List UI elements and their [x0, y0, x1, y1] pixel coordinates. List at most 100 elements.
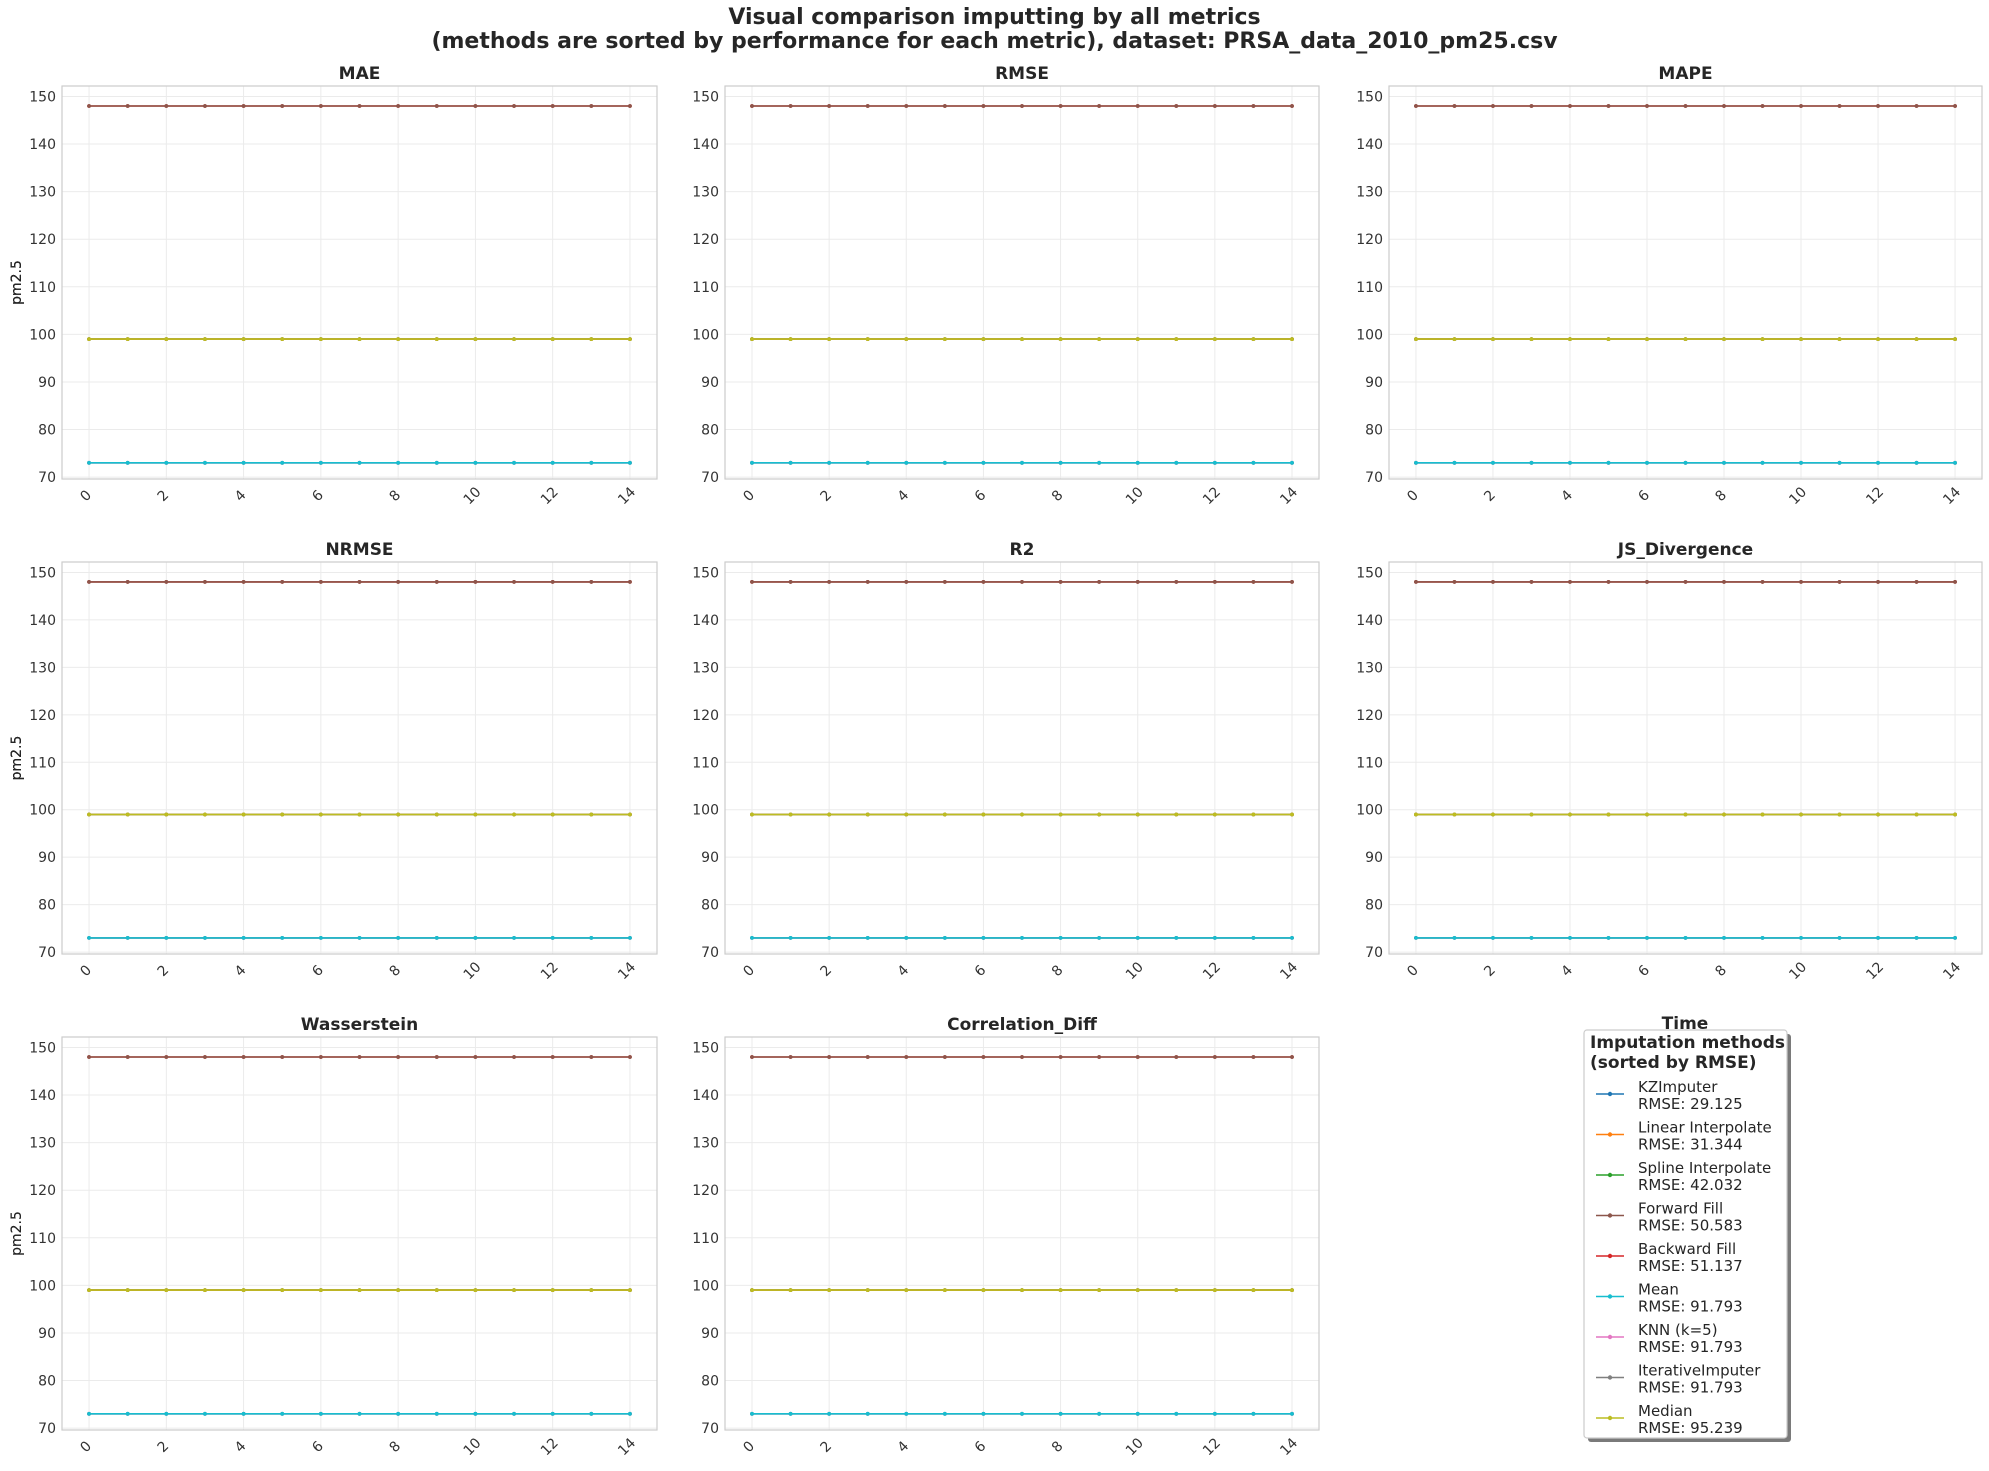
data-point [750, 460, 754, 465]
data-point [1606, 337, 1611, 342]
legend-swatch-marker [1607, 1294, 1613, 1299]
data-point [1414, 104, 1418, 108]
data-point [589, 1055, 594, 1059]
x-tick-label: 10 [1123, 959, 1147, 983]
data-point [512, 580, 516, 584]
y-tick-label: 130 [29, 660, 56, 676]
data-point [512, 812, 516, 817]
data-point [512, 1055, 516, 1059]
panel-title: MAPE [1658, 64, 1712, 84]
data-point [550, 460, 555, 465]
data-point [203, 104, 207, 108]
data-point [1097, 1288, 1102, 1293]
data-point [87, 337, 91, 342]
data-point [164, 1288, 169, 1293]
plot-frame [724, 1036, 1320, 1431]
plot-area [62, 1037, 657, 1430]
y-tick-label: 90 [38, 1326, 56, 1342]
plot-frame [61, 1036, 658, 1431]
data-point [1174, 1411, 1179, 1416]
data-point [125, 1055, 130, 1059]
x-tick-label: 0 [740, 487, 758, 505]
data-point [1251, 1055, 1256, 1059]
data-point [865, 935, 870, 940]
data-point [164, 935, 169, 940]
x-tick-label: 12 [538, 1435, 562, 1459]
y-tick-label: 70 [38, 945, 56, 961]
data-point [1058, 104, 1063, 108]
x-tick-label: 6 [309, 487, 327, 505]
y-tick-label: 130 [692, 1136, 719, 1152]
data-point [1645, 104, 1649, 108]
plot-area [62, 562, 657, 954]
data-point [1876, 460, 1880, 465]
data-point [203, 1055, 207, 1059]
y-tick-label: 120 [1356, 708, 1383, 724]
data-point [827, 1055, 832, 1059]
data-point [357, 460, 362, 465]
x-tick-label: 14 [615, 484, 639, 508]
y-axis-label: pm2.5 [9, 736, 25, 781]
data-point [1837, 460, 1842, 465]
data-point [865, 1411, 870, 1416]
data-point [164, 580, 169, 584]
data-point [396, 1055, 401, 1059]
data-point [1135, 337, 1140, 342]
y-tick-label: 100 [29, 327, 56, 343]
x-tick-label: 2 [1481, 962, 1499, 980]
data-point [1174, 460, 1179, 465]
data-point [318, 1055, 323, 1059]
data-point [904, 812, 909, 817]
plot-area [1389, 86, 1982, 479]
legend-swatch-marker [1607, 1334, 1613, 1340]
data-point [1491, 337, 1495, 342]
data-point [1799, 935, 1803, 940]
data-point [164, 1411, 169, 1416]
data-point [357, 104, 362, 108]
y-tick-label: 70 [701, 470, 719, 486]
data-point [1212, 1411, 1217, 1416]
legend-entry-name: Forward Fill [1638, 1200, 1723, 1218]
y-tick-label: 80 [701, 423, 719, 439]
data-point [1174, 104, 1179, 108]
data-point [396, 580, 401, 584]
x-tick-label: 12 [1200, 484, 1224, 508]
data-point [865, 1055, 870, 1059]
y-tick-label: 100 [29, 803, 56, 819]
x-tick-label: 6 [972, 962, 990, 980]
y-tick-label: 80 [701, 1374, 719, 1390]
data-point [1876, 580, 1880, 584]
x-tick-label: 4 [1558, 487, 1576, 505]
data-point [1953, 460, 1957, 465]
data-point [1799, 104, 1803, 108]
legend-entry-metric: RMSE: 51.137 [1638, 1257, 1743, 1275]
y-tick-label: 130 [1356, 660, 1383, 676]
x-tick-label: 6 [1635, 487, 1653, 505]
data-point [1914, 104, 1919, 108]
y-tick-label: 130 [692, 660, 719, 676]
data-point [981, 1288, 986, 1293]
data-point [1135, 1055, 1140, 1059]
y-tick-label: 120 [1356, 232, 1383, 248]
y-tick-label: 70 [38, 1421, 56, 1437]
x-tick-label: 0 [77, 962, 95, 980]
x-tick-label: 4 [232, 1438, 250, 1456]
data-point [357, 1411, 362, 1416]
data-point [1097, 337, 1102, 342]
data-point [1876, 935, 1880, 940]
data-point [1058, 935, 1063, 940]
data-point [788, 812, 793, 817]
data-point [1722, 337, 1726, 342]
data-point [1290, 104, 1294, 108]
x-tick-label: 6 [972, 1438, 990, 1456]
y-tick-label: 90 [701, 375, 719, 391]
data-point [1760, 337, 1765, 342]
legend-entry-metric: RMSE: 91.793 [1638, 1298, 1743, 1316]
data-point [357, 337, 362, 342]
x-tick-label: 8 [1049, 487, 1067, 505]
data-point [1876, 337, 1880, 342]
data-point [550, 935, 555, 940]
data-point [280, 1055, 285, 1059]
